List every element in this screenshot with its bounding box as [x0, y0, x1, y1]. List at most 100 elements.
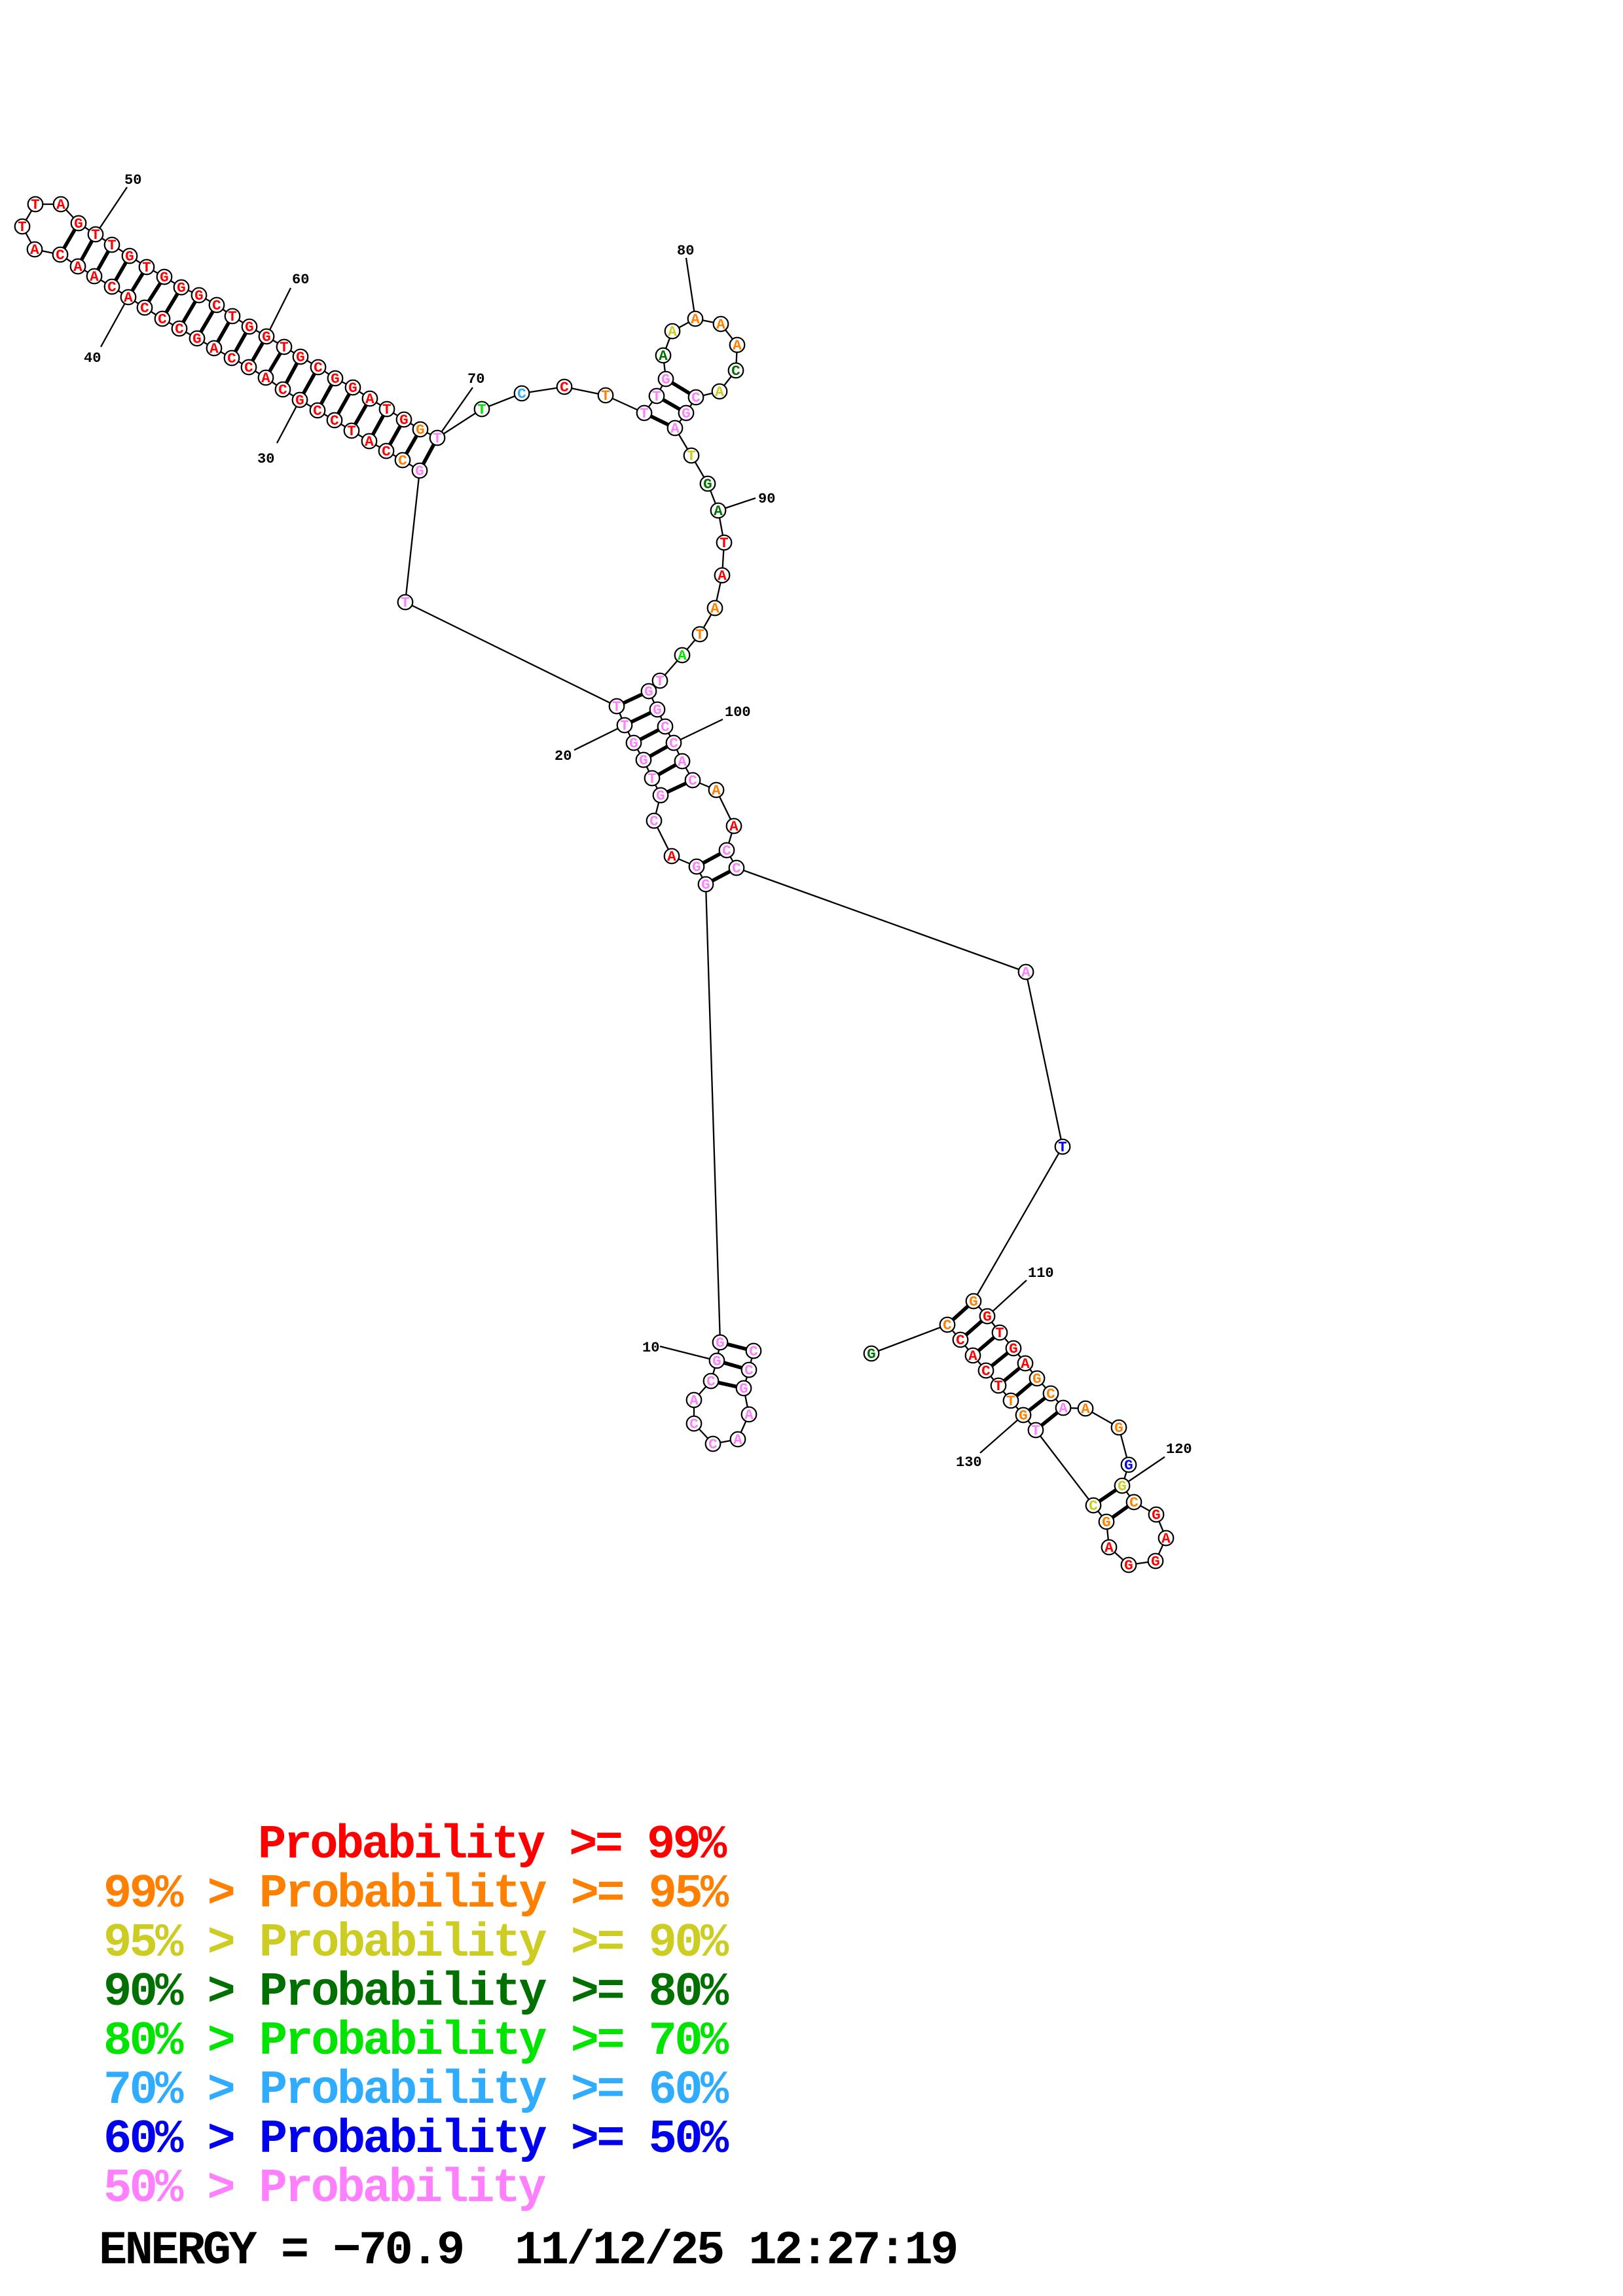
svg-text:80% > Probability >= 70%: 80% > Probability >= 70% — [103, 2015, 729, 2068]
svg-text:C: C — [517, 386, 526, 403]
svg-text:50: 50 — [124, 172, 141, 188]
svg-text:G: G — [194, 288, 204, 304]
svg-text:A: A — [365, 391, 374, 408]
svg-text:70% > Probability >= 60%: 70% > Probability >= 60% — [103, 2064, 729, 2117]
svg-text:120: 120 — [1166, 1441, 1192, 1458]
svg-text:C: C — [661, 719, 670, 736]
svg-text:G: G — [867, 1346, 876, 1363]
svg-text:60% > Probability >= 50%: 60% > Probability >= 50% — [103, 2113, 729, 2166]
svg-text:T: T — [601, 388, 610, 404]
svg-text:95% > Probability >= 90%: 95% > Probability >= 90% — [103, 1916, 729, 1970]
svg-text:C: C — [278, 382, 287, 399]
svg-text:T: T — [1058, 1139, 1067, 1156]
svg-text:G: G — [245, 319, 254, 336]
svg-text:T: T — [640, 406, 649, 422]
svg-text:G: G — [661, 372, 670, 388]
svg-text:A: A — [714, 503, 723, 520]
svg-text:70: 70 — [467, 371, 484, 387]
svg-text:C: C — [731, 363, 740, 380]
svg-text:G: G — [296, 350, 305, 366]
svg-text:A: A — [365, 434, 374, 450]
svg-text:A: A — [1104, 1540, 1114, 1556]
svg-text:A: A — [1021, 965, 1030, 981]
svg-text:G: G — [125, 249, 134, 265]
svg-text:C: C — [744, 1363, 754, 1379]
svg-text:A: A — [712, 783, 721, 799]
svg-text:G: G — [1102, 1515, 1111, 1531]
svg-text:60: 60 — [292, 272, 309, 288]
svg-text:T: T — [995, 1325, 1004, 1342]
svg-text:C: C — [158, 312, 167, 328]
svg-text:G: G — [739, 1381, 748, 1397]
svg-text:G: G — [639, 753, 648, 769]
svg-text:T: T — [655, 673, 665, 690]
svg-text:A: A — [691, 312, 700, 328]
svg-text:T: T — [18, 219, 27, 236]
svg-text:T: T — [652, 389, 661, 405]
svg-text:C: C — [175, 321, 184, 338]
svg-text:A: A — [668, 324, 677, 340]
svg-text:Probability >= 99%: Probability >= 99% — [258, 1818, 727, 1872]
svg-text:C: C — [398, 453, 407, 469]
svg-text:A: A — [670, 421, 680, 437]
svg-text:C: C — [244, 360, 253, 376]
svg-text:G: G — [177, 280, 186, 296]
svg-text:C: C — [1046, 1386, 1055, 1403]
svg-text:130: 130 — [956, 1454, 982, 1471]
svg-text:T: T — [994, 1378, 1003, 1395]
svg-text:T: T — [280, 340, 289, 356]
svg-text:C: C — [382, 444, 391, 460]
svg-text:G: G — [348, 380, 357, 397]
svg-text:T: T — [620, 718, 629, 734]
svg-text:C: C — [706, 1374, 716, 1390]
svg-text:G: G — [160, 270, 169, 286]
svg-text:G: G — [629, 736, 638, 752]
svg-text:30: 30 — [257, 451, 274, 467]
svg-text:G: G — [295, 393, 304, 409]
svg-text:G: G — [701, 877, 710, 893]
svg-text:A: A — [968, 1348, 977, 1365]
svg-text:G: G — [1032, 1371, 1042, 1388]
svg-text:90: 90 — [758, 491, 775, 507]
svg-text:C: C — [313, 403, 322, 420]
svg-text:A: A — [1059, 1401, 1068, 1417]
svg-text:C: C — [956, 1333, 965, 1349]
svg-text:A: A — [715, 384, 724, 401]
svg-text:G: G — [74, 216, 83, 232]
svg-text:100: 100 — [725, 704, 751, 721]
svg-text:C: C — [1089, 1498, 1098, 1515]
svg-text:A: A — [689, 1393, 699, 1409]
svg-text:T: T — [401, 595, 410, 611]
svg-text:20: 20 — [555, 748, 572, 764]
svg-text:G: G — [656, 788, 665, 804]
svg-text:A: A — [744, 1407, 754, 1424]
svg-text:A: A — [56, 197, 65, 213]
svg-text:A: A — [733, 338, 742, 354]
svg-text:A: A — [733, 1432, 742, 1448]
svg-text:G: G — [1152, 1507, 1161, 1524]
svg-text:A: A — [261, 370, 270, 387]
svg-text:A: A — [1081, 1401, 1090, 1418]
svg-text:T: T — [31, 197, 40, 213]
svg-text:A: A — [90, 269, 99, 285]
svg-text:90% > Probability >= 80%: 90% > Probability >= 80% — [103, 1965, 729, 2019]
svg-text:C: C — [732, 861, 741, 877]
svg-text:G: G — [703, 476, 712, 493]
svg-text:G: G — [682, 406, 691, 422]
svg-text:G: G — [399, 412, 409, 429]
svg-text:A: A — [210, 341, 219, 357]
svg-text:50% > Probability: 50% > Probability — [103, 2162, 547, 2215]
svg-text:T: T — [612, 699, 621, 715]
svg-text:C: C — [669, 736, 678, 752]
svg-text:T: T — [687, 448, 696, 465]
svg-text:T: T — [228, 309, 237, 325]
svg-text:G: G — [416, 422, 425, 439]
svg-text:C: C — [691, 390, 701, 406]
svg-text:110: 110 — [1028, 1265, 1054, 1282]
svg-text:G: G — [1114, 1420, 1123, 1437]
svg-text:G: G — [969, 1294, 978, 1310]
svg-text:T: T — [347, 423, 356, 440]
svg-text:G: G — [1124, 1458, 1133, 1474]
svg-text:C: C — [749, 1344, 758, 1360]
svg-text:T: T — [107, 238, 117, 254]
